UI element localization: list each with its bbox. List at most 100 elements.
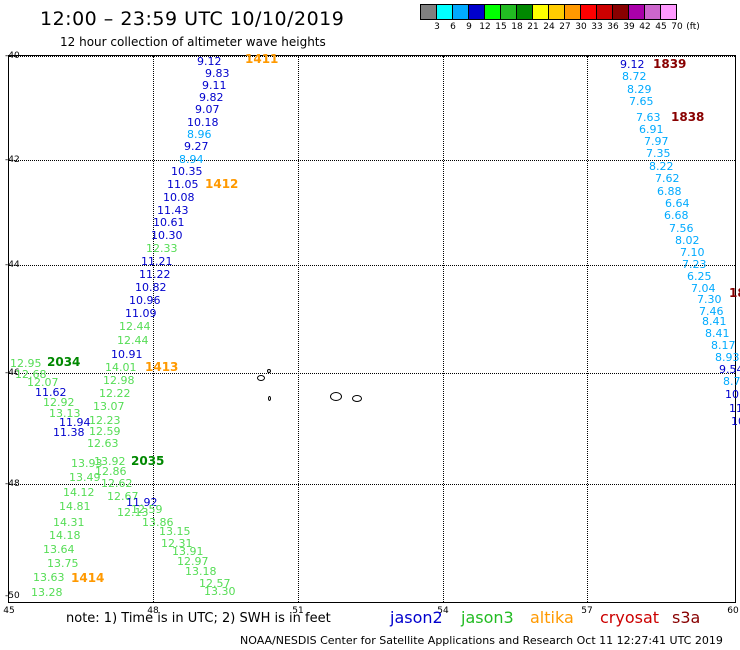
wave-height-label: 12.33 [146, 242, 178, 255]
wave-height-label: 12.62 [101, 477, 133, 490]
legend-swatch [436, 4, 453, 20]
wave-height-label: 12.63 [87, 437, 119, 450]
wave-height-label: 7.23 [682, 258, 707, 271]
wave-height-label: 6.91 [639, 123, 664, 136]
legend-label: 30 [575, 22, 587, 32]
wave-height-label: 8.02 [675, 234, 700, 247]
wave-height-label: 7.04 [691, 282, 716, 295]
wave-height-label: 11.09 [125, 307, 157, 320]
legend-swatch [452, 4, 469, 20]
y-tick-label: -44 [5, 260, 20, 270]
wave-height-label: 14.01 [105, 361, 137, 374]
pass-time-label: 1412 [205, 177, 239, 191]
wave-height-label: 11.94 [59, 416, 91, 429]
pass-time-label: 2035 [131, 454, 165, 468]
wave-height-label: 9.83 [205, 67, 230, 80]
wave-height-label: 7.56 [669, 222, 694, 235]
wave-height-label: 8.96 [187, 128, 212, 141]
wave-height-label: 12.68 [15, 368, 47, 381]
island-shape [268, 396, 271, 401]
y-tick-label: -46 [5, 368, 20, 378]
color-scale-legend: 3 6 9 12 15 18 21 24 27 30 33 36 39 42 45 70 (ft) [420, 4, 740, 34]
wave-height-label: 10.96 [129, 294, 161, 307]
island-shape [330, 392, 342, 401]
footnote: note: 1) Time is in UTC; 2) SWH is in fe… [66, 611, 331, 626]
legend-swatch [548, 4, 565, 20]
wave-height-label: 10. [725, 388, 740, 401]
wave-height-label: 6.25 [687, 270, 712, 283]
wave-height-label: 12.23 [89, 414, 121, 427]
wave-height-label: 7.10 [680, 246, 705, 259]
wave-height-label: 12.98 [103, 374, 135, 387]
wave-height-label: 14.31 [53, 516, 85, 529]
wave-height-label: 9.82 [199, 91, 224, 104]
grid-line-lon-54 [443, 56, 444, 602]
wave-height-label: 13.92 [94, 455, 126, 468]
wave-height-label: 12.86 [95, 465, 127, 478]
wave-height-label: 12.97 [177, 555, 209, 568]
x-tick-label: 48 [147, 606, 159, 616]
wave-height-label: 13.86 [142, 516, 174, 529]
y-tick-label: -48 [5, 479, 20, 489]
wave-height-label: 10.30 [151, 229, 183, 242]
pass-time-label: 2034 [47, 355, 81, 369]
island-shape [267, 369, 271, 373]
wave-height-label: 13.13 [49, 407, 81, 420]
wave-height-label: 8.41 [702, 315, 727, 328]
pass-time-label: 1411 [245, 52, 279, 66]
legend-swatch [500, 4, 517, 20]
legend-label: 24 [543, 22, 555, 32]
wave-height-label: 13.91 [172, 545, 204, 558]
legend-swatch [468, 4, 485, 20]
grid-line-lon-51 [298, 56, 299, 602]
wave-height-label: 11.38 [53, 426, 85, 439]
wave-height-label: 9.54 [719, 363, 740, 376]
x-tick-label: 51 [292, 606, 304, 616]
x-tick-label: 54 [437, 606, 449, 616]
legend-swatch [628, 4, 645, 20]
grid-line-lon-57 [587, 56, 588, 602]
wave-height-label: 10.35 [171, 165, 203, 178]
wave-height-label: 12.07 [27, 376, 59, 389]
legend-label: 15 [495, 22, 507, 32]
pass-time-label: 18 [729, 286, 740, 300]
grid-line-lat-42 [9, 160, 735, 161]
island-shape [352, 395, 362, 402]
legend-swatch [660, 4, 677, 20]
wave-height-label: 7.62 [655, 172, 680, 185]
wave-height-label: 13.30 [204, 585, 236, 598]
wave-height-label: 14.12 [63, 486, 95, 499]
page-title: 12:00 – 23:59 UTC 10/10/2019 [40, 8, 345, 30]
legend-label: 21 [527, 22, 539, 32]
legend-swatch [516, 4, 533, 20]
wave-height-label: 7.46 [699, 305, 724, 318]
legend-label: 27 [559, 22, 571, 32]
legend-label: 18 [511, 22, 523, 32]
wave-height-label: 11.21 [141, 255, 173, 268]
wave-height-label: 6.68 [664, 209, 689, 222]
wave-height-label: 7.35 [646, 147, 671, 160]
wave-height-label: 9.07 [195, 103, 220, 116]
wave-height-label: 12.57 [199, 577, 231, 590]
legend-label: 70 [671, 22, 683, 32]
y-tick-label: -42 [5, 155, 20, 165]
wave-height-label: 14.18 [49, 529, 81, 542]
wave-height-label: 13.63 [33, 571, 65, 584]
legend-swatch [484, 4, 501, 20]
mission-label-altika: altika [530, 608, 574, 627]
wave-height-label: 13.64 [43, 543, 75, 556]
legend-label: 12 [479, 22, 491, 32]
wave-height-label: 11.62 [35, 386, 67, 399]
wave-height-label: 12.95 [10, 357, 42, 370]
wave-height-label: 10.61 [153, 216, 185, 229]
legend-label: 36 [607, 22, 619, 32]
wave-height-label: 10.91 [111, 348, 143, 361]
wave-height-label: 13.75 [47, 557, 79, 570]
legend-label: 33 [591, 22, 603, 32]
pass-time-label: 1413 [145, 360, 179, 374]
mission-label-jason2: jason2 [390, 608, 443, 627]
wave-height-label: 8.41 [705, 327, 730, 340]
wave-height-label: 11.92 [126, 496, 158, 509]
page-subtitle: 12 hour collection of altimeter wave hei… [60, 35, 326, 49]
wave-height-label: 13.15 [159, 525, 191, 538]
